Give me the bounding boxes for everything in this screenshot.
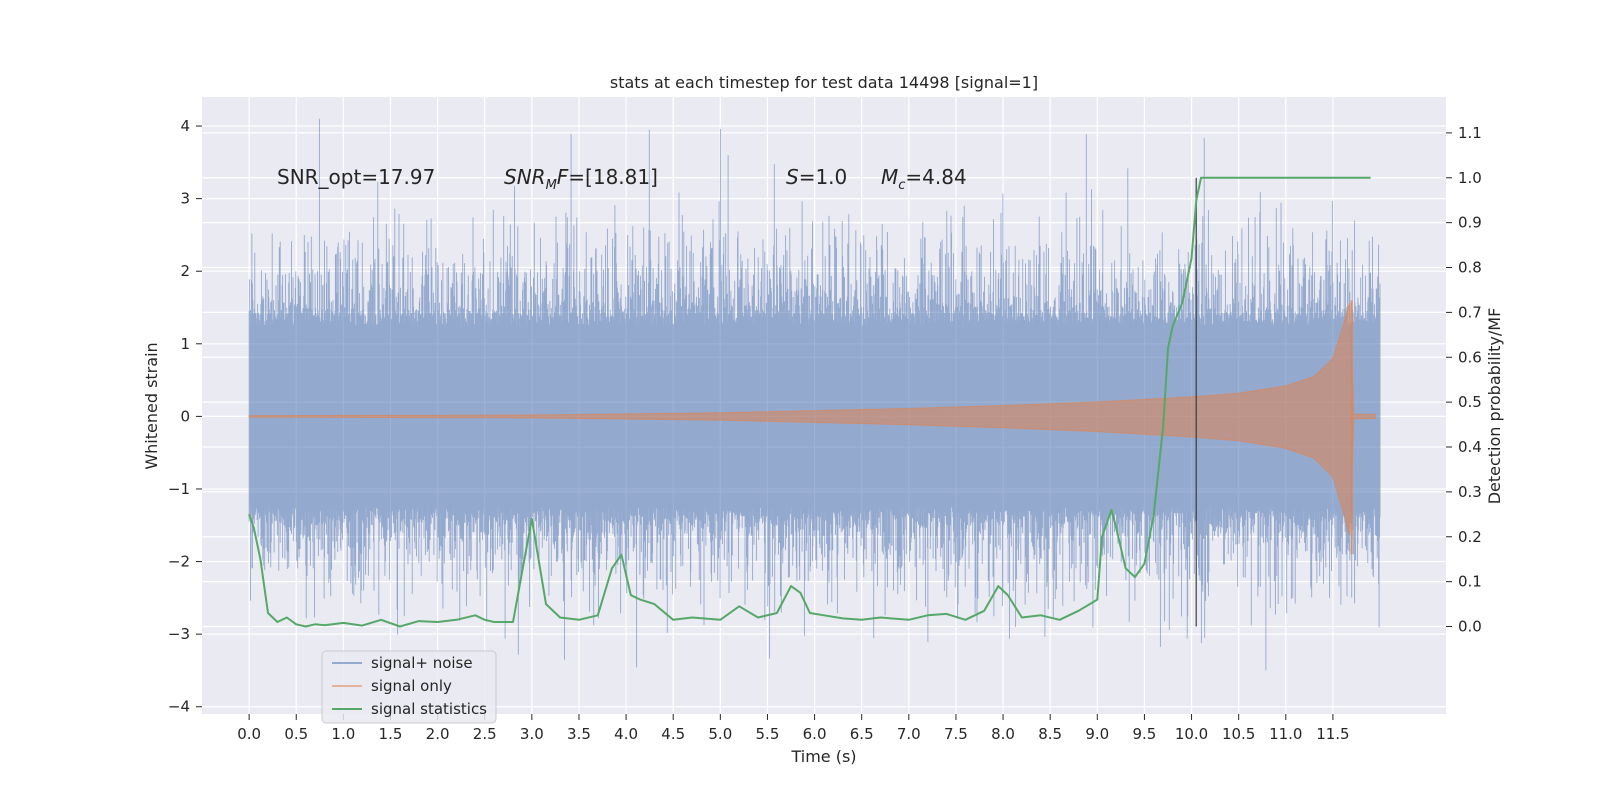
annotation-snr-mf: SNRMF=[18.81] <box>504 165 658 193</box>
x-tick-label: 8.0 <box>991 725 1015 743</box>
annotation-snr-mf-subscript: M <box>546 178 557 193</box>
x-tick-label: 2.0 <box>426 725 450 743</box>
legend: signal+ noise signal only signal statist… <box>321 650 497 724</box>
annotation-mc: Mc=4.84 <box>881 165 967 193</box>
legend-box <box>321 650 497 724</box>
legend-label-signal-statistics: signal statistics <box>371 700 487 718</box>
series-signal-statistics <box>248 176 1371 628</box>
x-tick-label: 3.0 <box>520 725 544 743</box>
y-left-tick-label: −2 <box>168 553 190 571</box>
y-right-tick-label: 0.9 <box>1458 214 1482 232</box>
x-tick-label: 5.0 <box>708 725 732 743</box>
chart-title: stats at each timestep for test data 144… <box>610 73 1038 92</box>
series-signal-only <box>248 300 1376 555</box>
annotation-mc-symbol: M <box>881 165 898 189</box>
annotation-snr-opt: SNR_opt=17.97 <box>277 165 435 189</box>
y-left-tick-label: 0 <box>180 407 190 425</box>
annotation-snr-mf-value: =[18.81] <box>568 165 658 189</box>
y-right-tick-label: 0.0 <box>1458 617 1482 635</box>
x-tick-label: 1.0 <box>331 725 355 743</box>
y-axis-left-ticks: 4 3 2 1 0 −1 −2 −3 −4 <box>168 117 202 716</box>
annotation-s: S=1.0 <box>786 165 847 189</box>
x-tick-label: 3.5 <box>567 725 591 743</box>
annotations: SNR_opt=17.97 SNRMF=[18.81] S=1.0 Mc=4.8… <box>277 165 967 193</box>
y-left-tick-label: 4 <box>180 117 190 135</box>
x-tick-label: 6.5 <box>850 725 874 743</box>
legend-label-signal-only: signal only <box>371 677 452 695</box>
y-right-tick-label: 0.2 <box>1458 528 1482 546</box>
y-right-tick-label: 0.7 <box>1458 303 1482 321</box>
annotation-mc-subscript: c <box>898 178 905 193</box>
x-tick-label: 4.0 <box>614 725 638 743</box>
x-tick-label: 11.0 <box>1269 725 1302 743</box>
x-tick-label: 7.0 <box>897 725 921 743</box>
x-tick-label: 0.5 <box>284 725 308 743</box>
x-tick-label: 4.5 <box>661 725 685 743</box>
y-left-tick-label: −1 <box>168 480 190 498</box>
statistics-line <box>248 176 1371 628</box>
x-tick-label: 9.5 <box>1132 725 1156 743</box>
signal-envelope <box>248 302 1376 536</box>
y-left-tick-label: −4 <box>168 698 190 716</box>
x-tick-label: 2.5 <box>473 725 497 743</box>
y-left-tick-label: 2 <box>180 262 190 280</box>
annotation-snr-mf-symbol: SNR <box>504 165 546 189</box>
x-tick-label: 11.5 <box>1316 725 1349 743</box>
annotation-s-value: =1.0 <box>799 165 848 189</box>
y-right-tick-label: 0.4 <box>1458 438 1482 456</box>
legend-label-signal-plus-noise: signal+ noise <box>371 654 473 672</box>
x-tick-label: 7.5 <box>944 725 968 743</box>
y-right-tick-label: 0.5 <box>1458 393 1482 411</box>
y-right-tick-label: 1.1 <box>1458 124 1482 142</box>
annotation-s-symbol: S <box>786 165 799 189</box>
y-right-tick-label: 0.8 <box>1458 259 1482 277</box>
x-tick-label: 0.0 <box>237 725 261 743</box>
y-axis-right-label: Detection probability/MF <box>1485 308 1504 505</box>
y-right-tick-label: 0.6 <box>1458 348 1482 366</box>
x-tick-label: 1.5 <box>379 725 403 743</box>
y-left-tick-label: 3 <box>180 190 190 208</box>
x-axis-ticks: 0.0 0.5 1.0 1.5 2.0 2.5 3.0 3.5 4.0 4.5 5.0 5.5 6.0 6… <box>237 714 1350 743</box>
x-tick-label: 5.5 <box>756 725 780 743</box>
x-axis-label: Time (s) <box>790 747 856 766</box>
y-right-tick-label: 0.1 <box>1458 573 1482 591</box>
y-right-tick-label: 0.3 <box>1458 483 1482 501</box>
y-axis-left-label: Whitened strain <box>142 342 161 469</box>
x-tick-label: 6.0 <box>803 725 827 743</box>
y-axis-right-ticks: 1.1 1.0 0.9 0.8 0.7 0.6 0.5 0.4 0.3 0.2 0.1 0.0 <box>1446 124 1482 635</box>
x-tick-label: 9.0 <box>1085 725 1109 743</box>
x-tick-label: 10.0 <box>1175 725 1208 743</box>
y-right-tick-label: 1.0 <box>1458 169 1482 187</box>
x-tick-label: 8.5 <box>1038 725 1062 743</box>
y-left-tick-label: 1 <box>180 335 190 353</box>
annotation-snr-mf-symbol2: F <box>557 165 569 189</box>
x-tick-label: 10.5 <box>1222 725 1255 743</box>
y-left-tick-label: −3 <box>168 625 190 643</box>
annotation-mc-value: =4.84 <box>905 165 966 189</box>
